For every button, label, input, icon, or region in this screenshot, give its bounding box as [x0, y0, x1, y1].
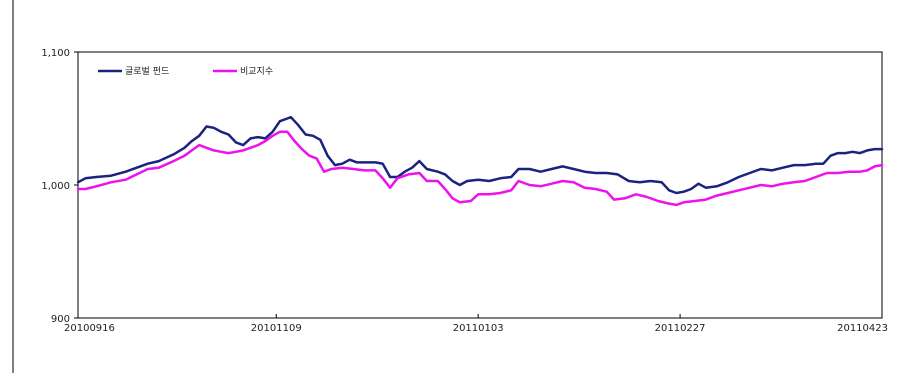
y-tick-label: 1,100 — [41, 48, 70, 59]
y-tick-label: 900 — [51, 314, 70, 325]
legend-label-fund: 글로벌 펀드 — [125, 66, 169, 77]
y-axis: 900 1,000 1,100 — [41, 48, 78, 325]
x-tick-label: 20100916 — [64, 323, 115, 334]
legend: 글로벌 펀드 비교지수 — [98, 66, 273, 77]
plot-frame — [77, 51, 883, 319]
series-layer — [76, 115, 884, 207]
x-tick-label: 20110423 — [837, 323, 888, 334]
legend-label-index: 비교지수 — [240, 66, 273, 77]
x-tick-label: 20101109 — [251, 323, 302, 334]
x-tick-label: 20110103 — [453, 323, 504, 334]
series-line-fund — [76, 115, 884, 195]
x-tick-label: 20110227 — [655, 323, 706, 334]
y-tick-label: 1,000 — [41, 181, 70, 192]
x-axis: 20100916 20101109 20110103 20110227 20110423 — [64, 314, 888, 334]
series-line-index — [76, 130, 884, 207]
